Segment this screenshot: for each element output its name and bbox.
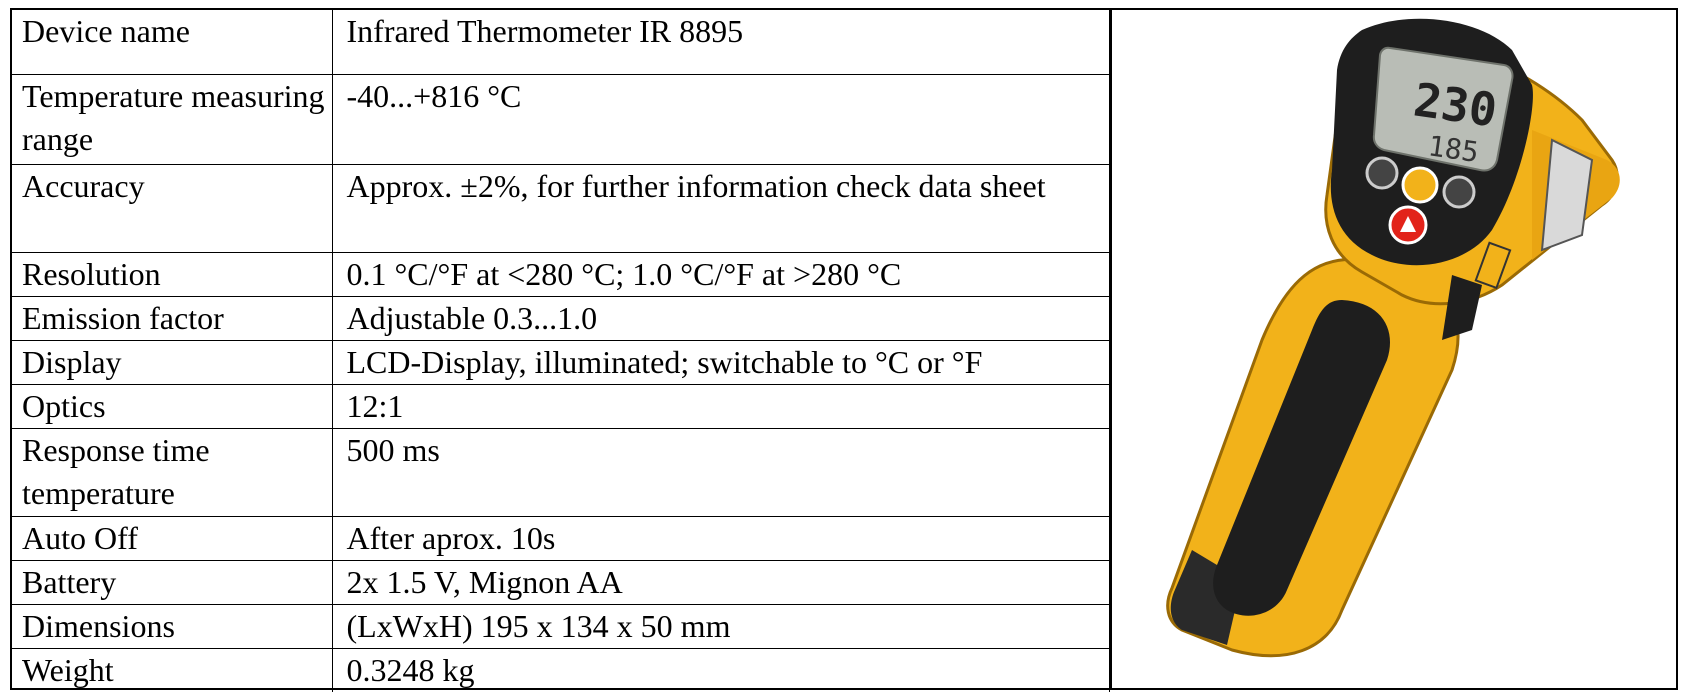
spec-value: Infrared Thermometer IR 8895 xyxy=(331,10,1110,75)
svg-text:185: 185 xyxy=(1426,129,1481,169)
spec-value: Adjustable 0.3...1.0 xyxy=(331,295,1110,341)
spec-label: Battery xyxy=(12,559,333,605)
table-row: Dimensions (LxWxH) 195 x 134 x 50 mm xyxy=(12,603,1110,649)
spec-label: Optics xyxy=(12,383,333,429)
spec-label: Weight xyxy=(12,647,333,692)
spec-label: Display xyxy=(12,339,333,385)
table-row: Optics 12:1 xyxy=(12,383,1110,429)
table-row: Display LCD-Display, illuminated; switch… xyxy=(12,339,1110,385)
spec-label: Auto Off xyxy=(12,515,333,561)
spec-label: Temperature measuring range xyxy=(12,73,333,165)
table-row: Auto Off After aprox. 10s xyxy=(12,515,1110,561)
product-image-cell: 230 185 xyxy=(1110,10,1676,688)
table-row: Weight 0.3248 kg xyxy=(12,647,1110,692)
spec-value: 12:1 xyxy=(331,383,1110,429)
spec-value: (LxWxH) 195 x 134 x 50 mm xyxy=(331,603,1110,649)
spec-value: LCD-Display, illuminated; switchable to … xyxy=(331,339,1110,385)
spec-label: Dimensions xyxy=(12,603,333,649)
table-row: Temperature measuring range -40...+816 °… xyxy=(12,73,1110,165)
spec-value: After aprox. 10s xyxy=(331,515,1110,561)
spec-label: Accuracy xyxy=(12,163,333,253)
table-row: Accuracy Approx. ±2%, for further inform… xyxy=(12,163,1110,253)
spec-label: Response time temperature xyxy=(12,427,333,517)
spec-label: Emission factor xyxy=(12,295,333,341)
svg-text:230: 230 xyxy=(1410,72,1500,137)
spec-value: 0.3248 kg xyxy=(331,647,1110,692)
spec-value: -40...+816 °C xyxy=(331,73,1110,165)
spec-value: 2x 1.5 V, Mignon AA xyxy=(331,559,1110,605)
spec-value: 500 ms xyxy=(331,427,1110,517)
spec-sheet: Device name Infrared Thermometer IR 8895… xyxy=(10,8,1678,692)
spec-label: Device name xyxy=(12,10,333,75)
table-row: Emission factor Adjustable 0.3...1.0 xyxy=(12,295,1110,341)
table-row: Battery 2x 1.5 V, Mignon AA xyxy=(12,559,1110,605)
table-row: Device name Infrared Thermometer IR 8895 xyxy=(12,10,1110,75)
spec-value: Approx. ±2%, for further information che… xyxy=(331,163,1110,253)
infrared-thermometer-icon: 230 185 xyxy=(1166,18,1620,658)
spec-label: Resolution xyxy=(12,251,333,297)
table-row: Response time temperature 500 ms xyxy=(12,427,1110,517)
spec-value: 0.1 °C/°F at <280 °C; 1.0 °C/°F at >280 … xyxy=(331,251,1110,297)
table-row: Resolution 0.1 °C/°F at <280 °C; 1.0 °C/… xyxy=(12,251,1110,297)
spec-table: Device name Infrared Thermometer IR 8895… xyxy=(12,10,1110,692)
